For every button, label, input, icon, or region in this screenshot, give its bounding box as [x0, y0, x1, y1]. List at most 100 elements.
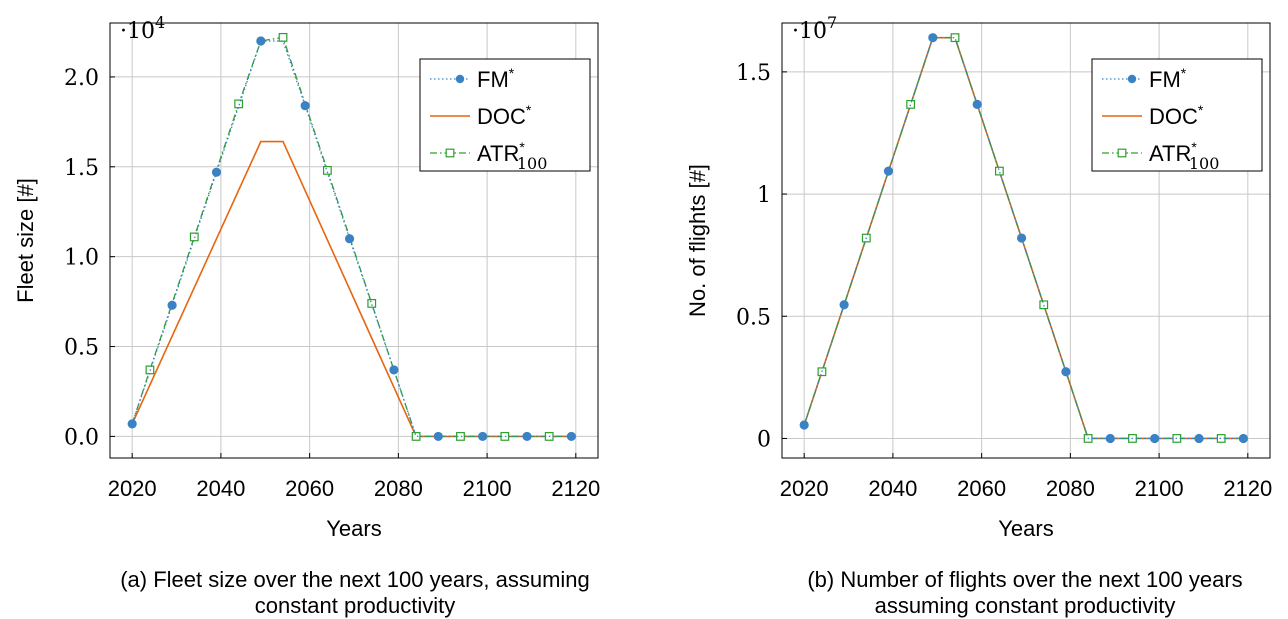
caption-line-2: assuming constant productivity [875, 593, 1176, 618]
legend-label-base: FM [477, 67, 509, 92]
data-point [127, 419, 137, 429]
legend: FM*DOC*ATR* 100 [419, 58, 591, 173]
y-tick-label: 1.0 [64, 246, 99, 271]
data-point [344, 234, 355, 244]
y-axis-label: No. of flights [#] [685, 164, 710, 317]
data-point [411, 432, 421, 441]
legend-label-superscript: * [509, 65, 515, 81]
x-tick-label: 2040 [196, 476, 245, 501]
legend-label-superscript: * [519, 139, 525, 155]
multiplier-base: ·10 [120, 19, 155, 44]
multiplier-exponent: 4 [155, 13, 165, 32]
legend-label-superscript: * [526, 102, 532, 118]
legend-label-superscript: * [1191, 139, 1197, 155]
legend-label-base: DOC [477, 104, 526, 129]
multiplier-base: ·10 [792, 19, 827, 44]
legend-label: DOC* [1149, 102, 1204, 129]
chart-panel-2: 2020 2040 2060 2080 2100 2120 0 0.5 1 1.5 ·107 Year… [685, 13, 1272, 618]
x-tick-label: 2080 [1046, 476, 1095, 501]
series-doc [131, 140, 572, 438]
legend-label: DOC* [477, 102, 532, 129]
legend-swatch-marker [445, 148, 455, 158]
data-point [167, 300, 177, 310]
data-point [278, 32, 288, 42]
legend-label: ATR* 100 [1149, 139, 1219, 173]
legend-label-subscript: 100 [517, 154, 548, 173]
data-point [1150, 433, 1160, 444]
legend-label-base: ATR [1149, 141, 1191, 166]
multiplier-exponent: 7 [827, 13, 837, 32]
legend-label-subscript: 100 [1189, 154, 1220, 173]
data-point [322, 165, 332, 175]
x-tick-label: 2020 [780, 476, 829, 501]
legend-label-base: FM [1149, 67, 1181, 92]
y-axis-label: Fleet size [#] [13, 178, 38, 303]
data-point [906, 99, 916, 109]
data-point [211, 167, 222, 177]
caption-line-1: (b) Number of flights over the next 100 … [807, 567, 1242, 592]
y-tick-label: 2.0 [64, 66, 99, 91]
x-tick-label: 2040 [868, 476, 917, 501]
ticks: 2020 2040 2060 2080 2100 2120 0 0.5 1 1.5 [736, 61, 1272, 501]
data-point [367, 299, 377, 308]
y-tick-label: 1 [757, 183, 771, 208]
x-axis-label: Years [326, 516, 381, 541]
data-point [972, 99, 982, 109]
data-point [1039, 300, 1049, 310]
x-tick-label: 2100 [463, 476, 512, 501]
axis-multiplier: ·104 [120, 13, 165, 44]
y-tick-label: 1.5 [736, 61, 771, 86]
legend-swatch-marker [455, 74, 465, 84]
caption-line-1: (a) Fleet size over the next 100 years, … [120, 567, 590, 592]
data-point [883, 166, 894, 176]
legend-label-superscript: * [1181, 65, 1187, 81]
legend-label-base: DOC [1149, 104, 1198, 129]
data-point [839, 300, 849, 310]
y-tick-label: 0.5 [736, 305, 771, 330]
x-tick-label: 2080 [374, 476, 423, 501]
legend-label: FM* [1149, 65, 1187, 92]
ticks: 2020 2040 2060 2080 2100 2120 0.0 0.5 1.0 1.5 2.0 [64, 66, 600, 501]
legend-label: ATR* 100 [477, 139, 547, 173]
y-tick-label: 0.5 [64, 336, 99, 361]
data-point [389, 365, 399, 375]
legend-label: FM* [477, 65, 515, 92]
legend-box [1091, 58, 1263, 172]
x-axis-label: Years [998, 516, 1053, 541]
y-tick-label: 1.5 [64, 156, 99, 181]
data-point [256, 36, 266, 46]
axes-frame [109, 22, 599, 459]
x-tick-label: 2120 [1223, 476, 1272, 501]
data-point [456, 432, 465, 441]
data-point [1105, 433, 1115, 444]
legend-swatch-marker [1117, 148, 1127, 158]
x-tick-label: 2020 [108, 476, 157, 501]
y-tick-label: 0.0 [64, 425, 99, 450]
y-tick-label: 0 [757, 427, 771, 452]
x-tick-label: 2120 [551, 476, 600, 501]
data-point [994, 166, 1004, 176]
caption-line-2: constant productivity [255, 593, 456, 618]
legend: FM*DOC*ATR* 100 [1091, 58, 1263, 173]
data-point [234, 99, 244, 109]
chart-panel-1: 2020 2040 2060 2080 2100 2120 0.0 0.5 1.0 1.5 2.0 ·… [13, 13, 600, 618]
series-fm [799, 33, 1248, 444]
legend-label-superscript: * [1198, 102, 1204, 118]
data-point [566, 431, 576, 442]
data-point [1061, 367, 1071, 377]
data-point [433, 431, 443, 442]
data-point [1238, 433, 1248, 444]
series-line [131, 140, 572, 438]
data-point [1016, 233, 1027, 243]
data-point [522, 431, 532, 442]
series-fm [127, 36, 576, 442]
axis-multiplier: ·107 [792, 13, 837, 44]
legend-swatch-marker [1127, 74, 1137, 84]
x-tick-label: 2100 [1135, 476, 1184, 501]
data-point [478, 431, 488, 442]
axes-frame [781, 22, 1271, 459]
data-point [1194, 433, 1204, 444]
legend-label-base: ATR [477, 141, 519, 166]
x-tick-label: 2060 [285, 476, 334, 501]
